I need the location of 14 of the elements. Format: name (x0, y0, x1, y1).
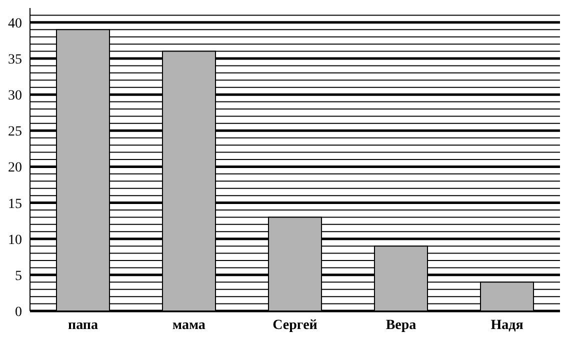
y-tick-label: 35 (8, 52, 22, 68)
y-tick-label: 5 (15, 268, 22, 284)
x-tick-label: Сергей (272, 318, 318, 333)
y-tick-label: 20 (8, 160, 22, 176)
y-tick-label: 40 (8, 16, 22, 32)
x-tick-label: Вера (386, 318, 416, 333)
x-tick-label: папа (68, 318, 98, 333)
y-tick-label: 0 (15, 304, 22, 320)
x-tick-label: мама (172, 318, 206, 333)
x-tick-label: Надя (490, 318, 524, 333)
y-tick-label: 25 (8, 124, 22, 140)
y-tick-label: 30 (8, 88, 22, 104)
y-tick-label: 15 (8, 196, 22, 212)
y-tick-label: 10 (8, 232, 22, 248)
